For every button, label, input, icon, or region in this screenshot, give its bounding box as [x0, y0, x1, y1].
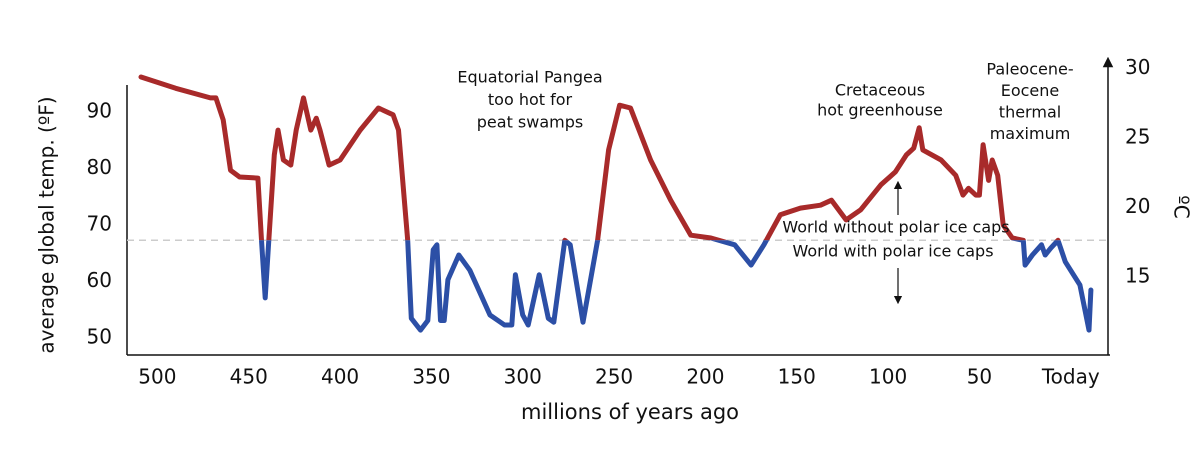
y-tick-label: 70 [87, 212, 112, 236]
annotation: too hot for [488, 90, 573, 109]
y2-tick-label: 30 [1125, 55, 1150, 79]
annotation: hot greenhouse [817, 101, 943, 120]
y-axis-label: average global temp. (ºF) [35, 96, 59, 353]
annotation: thermal [999, 103, 1061, 122]
annotation: peat swamps [477, 113, 583, 132]
x-tick-label: 350 [412, 365, 450, 389]
x-tick-label: 250 [595, 365, 633, 389]
x-tick-label: 400 [321, 365, 359, 389]
annotation: Paleocene- [986, 60, 1073, 79]
x-tick-label: 100 [869, 365, 907, 389]
y2-tick-label: 25 [1125, 124, 1150, 148]
x-tick-label: 50 [967, 365, 992, 389]
y-tick-label: 50 [87, 325, 112, 349]
annotation: maximum [990, 124, 1071, 143]
y-tick-label: 80 [87, 155, 112, 179]
annotation: Equatorial Pangea [457, 68, 602, 87]
temperature-line [138, 74, 1061, 241]
y2-tick-label: 15 [1125, 264, 1150, 288]
annotation: World with polar ice caps [792, 242, 993, 261]
y-tick-label: 90 [87, 98, 112, 122]
x-tick-label: 450 [230, 365, 268, 389]
x-tick-label: 200 [686, 365, 724, 389]
x-axis-label: millions of years ago [521, 400, 739, 424]
y-tick-label: 60 [87, 268, 112, 292]
x-tick-label: 300 [504, 365, 542, 389]
y2-tick-label: 20 [1125, 194, 1150, 218]
temperature-line [258, 240, 1094, 333]
y2-axis-label: ºC [1170, 195, 1194, 218]
annotation: World without polar ice caps [782, 218, 1009, 237]
x-tick-label: 500 [138, 365, 176, 389]
annotation: Eocene [1001, 81, 1060, 100]
annotation: Cretaceous [835, 81, 925, 100]
x-tick-label: Today [1041, 365, 1100, 389]
x-tick-label: 150 [778, 365, 816, 389]
